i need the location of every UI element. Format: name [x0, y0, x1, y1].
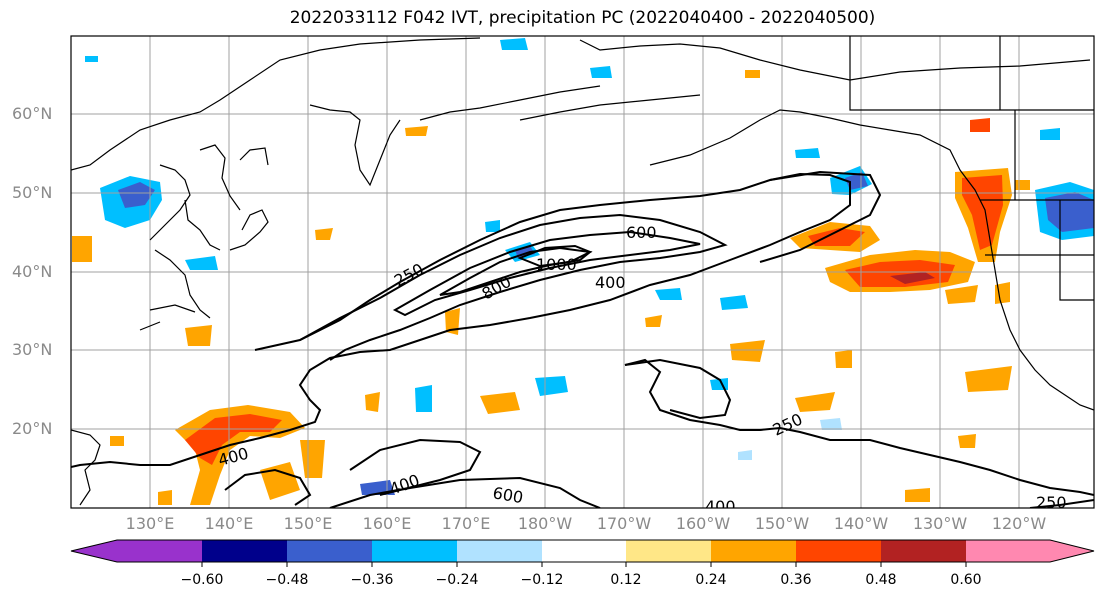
colorbar-tick-label: −0.12 [520, 572, 564, 588]
lon-label: 140°E [204, 514, 254, 533]
colorbar-segment [881, 540, 966, 562]
lon-label: 140°W [833, 514, 889, 533]
ivt-contour-1000 [517, 244, 593, 268]
ivt-contour-250b [759, 170, 882, 263]
lon-label: 150°W [754, 514, 810, 533]
colorbar-tick-label: 0.24 [695, 572, 727, 588]
ivt-contour-600 [392, 230, 701, 317]
colorbar-tick-label: −0.36 [350, 572, 394, 588]
lat-label: 20°N [12, 419, 53, 438]
contour-label: 250 [391, 259, 427, 290]
colorbar-segment [711, 540, 796, 562]
colorbar-segment [542, 540, 626, 562]
colorbar-tick-label: −0.48 [265, 572, 309, 588]
contour-labels: 250 600 1000 800 400 400 600 400 250 250… [216, 223, 1067, 516]
colorbar-segment [626, 540, 711, 562]
lat-label: 50°N [12, 183, 53, 202]
colorbar-segment [796, 540, 881, 562]
colorbar-segment [372, 540, 457, 562]
colorbar-segment [202, 540, 287, 562]
lat-label: 40°N [12, 262, 53, 281]
lon-label: 130°E [125, 514, 175, 533]
lon-label: 160°E [362, 514, 412, 533]
contour-label: 600 [626, 223, 657, 242]
lon-label: 150°E [283, 514, 333, 533]
colorbar-tick-label: −0.60 [180, 572, 224, 588]
lon-label: 130°W [912, 514, 968, 533]
lon-label: 170°E [441, 514, 491, 533]
precip-positive-shading [72, 70, 1030, 505]
colorbar-tick-label: 0.48 [865, 572, 897, 588]
contour-label: 600 [491, 483, 524, 507]
coastlines [71, 36, 1094, 506]
colorbar-outline [70, 539, 1095, 563]
colorbar-tick-label: 0.60 [950, 572, 982, 588]
ivt-contours [71, 170, 1094, 508]
map-frame [70, 35, 1095, 509]
colorbar-upper-extend [966, 540, 1094, 562]
colorbar-segment [457, 540, 542, 562]
lon-label: 170°W [596, 514, 652, 533]
ivt-contour-400-southwest [224, 468, 312, 506]
colorbar-tick-label: −0.24 [435, 572, 479, 588]
contour-label: 400 [705, 497, 736, 516]
colorbar [70, 539, 1095, 567]
contour-label: 1000 [536, 255, 577, 274]
colorbar-tick-label: 0.36 [780, 572, 812, 588]
ivt-contour-600-south [329, 476, 601, 508]
colorbar-lower-extend [71, 540, 202, 562]
ivt-contour-400-south-east [624, 358, 1094, 496]
map-title: 2022033112 F042 IVT, precipitation PC (2… [289, 8, 876, 28]
contour-label: 250 [770, 409, 806, 439]
contour-label: 250 [1036, 493, 1067, 512]
lon-label: 160°W [675, 514, 731, 533]
lon-label: 180°W [517, 514, 573, 533]
ivt-contour-250-rightbottom [1029, 499, 1094, 508]
lat-label: 30°N [12, 340, 53, 359]
contour-label: 400 [595, 273, 626, 292]
lon-label: 120°W [991, 514, 1047, 533]
lat-label: 60°N [12, 104, 53, 123]
ivt-contour-250-east [624, 358, 732, 420]
colorbar-tick-label: 0.12 [610, 572, 642, 588]
colorbar-segment [287, 540, 372, 562]
ivt-contour-800 [439, 246, 593, 296]
contour-label: 400 [387, 470, 422, 498]
ivt-contour-250 [71, 172, 851, 468]
ivt-contour-400 [299, 213, 728, 361]
